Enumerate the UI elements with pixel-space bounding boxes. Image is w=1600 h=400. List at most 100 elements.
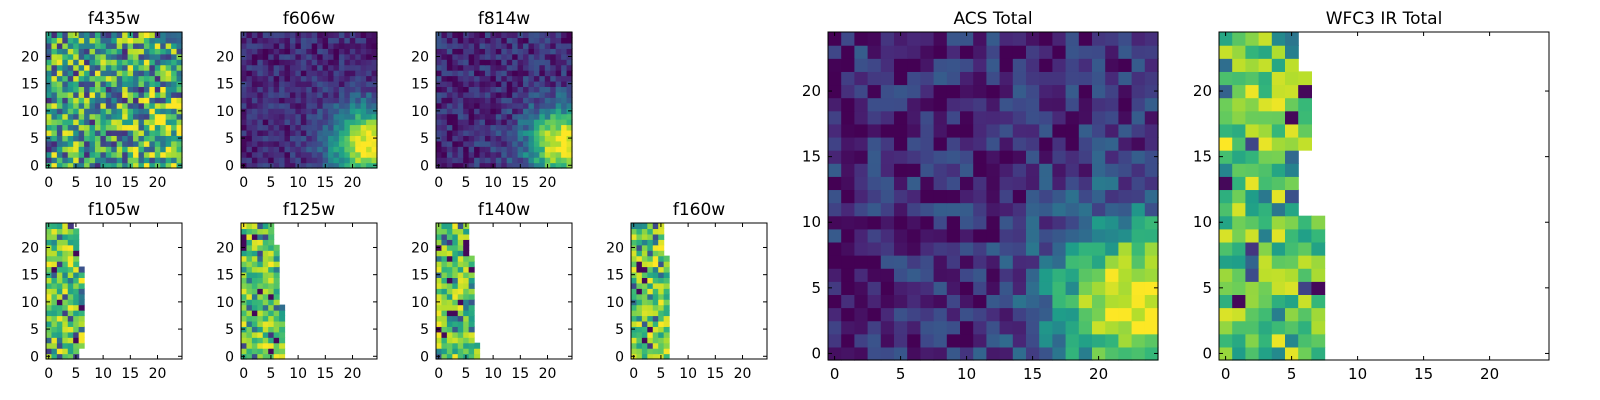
heatmap-cell (143, 135, 150, 142)
heatmap-cell (149, 42, 156, 49)
heatmap-cell (463, 151, 470, 158)
heatmap-cell (279, 124, 286, 131)
heatmap-cell (457, 299, 464, 306)
heatmap-cell (495, 37, 502, 44)
heatmap-cell (523, 113, 530, 120)
heatmap-cell (295, 42, 302, 49)
heatmap-cell (501, 151, 508, 158)
heatmap-cell (1012, 307, 1027, 322)
heatmap-cell (647, 250, 654, 257)
heatmap-cell (268, 97, 275, 104)
heatmap-cell (78, 299, 85, 306)
heatmap-cell (566, 42, 573, 49)
heatmap-cell (636, 288, 643, 295)
heatmap-cell (501, 91, 508, 98)
heatmap-cell (986, 45, 1001, 59)
heatmap-cell (268, 228, 275, 235)
heatmap-cell (946, 110, 961, 125)
heatmap-cell (51, 97, 58, 104)
heatmap-cell (1232, 32, 1246, 46)
heatmap-cell (251, 299, 258, 306)
heatmap-cell (279, 113, 286, 120)
heatmap-cell (78, 80, 85, 87)
heatmap-cell (512, 59, 519, 66)
heatmap-cell (1311, 255, 1326, 269)
heatmap-cell (636, 348, 643, 355)
heatmap-cell (328, 80, 335, 87)
heatmap-cell (349, 129, 356, 136)
heatmap-cell (127, 70, 134, 77)
heatmap-cell (62, 124, 69, 131)
heatmap-cell (506, 59, 513, 66)
heatmap-cell (51, 129, 58, 136)
heatmap-cell (641, 228, 648, 235)
heatmap-cell (344, 48, 351, 55)
heatmap-cell (284, 135, 291, 142)
heatmap-cell (647, 342, 654, 349)
heatmap-cell (663, 320, 670, 327)
heatmap-cell (165, 80, 172, 87)
heatmap-cell (854, 228, 869, 243)
heatmap-cell (523, 146, 530, 153)
heatmap-cell (1105, 176, 1119, 191)
heatmap-cell (154, 102, 161, 109)
heatmap-cell (46, 342, 53, 349)
heatmap-cell (441, 102, 448, 109)
heatmap-cell (539, 59, 546, 66)
heatmap-cell (663, 315, 670, 322)
heatmap-cell (73, 157, 80, 164)
heatmap-cell (105, 151, 112, 158)
heatmap-cell (84, 129, 91, 136)
heatmap-cell (1144, 320, 1159, 335)
heatmap-cell (544, 135, 551, 142)
heatmap-cell (94, 86, 101, 93)
heatmap-cell (111, 162, 118, 169)
heatmap-cell (1012, 163, 1027, 177)
heatmap-cell (946, 123, 961, 138)
heatmap-cell (160, 113, 167, 120)
heatmap-cell (841, 163, 855, 177)
heatmap-cell (828, 241, 842, 256)
heatmap-cell (468, 310, 475, 317)
heatmap-cell (1118, 228, 1133, 243)
heatmap-cell (67, 48, 74, 55)
heatmap-cell (561, 135, 568, 142)
heatmap-cell (51, 348, 58, 355)
heatmap-cell (457, 304, 464, 311)
heatmap-cell (528, 140, 535, 147)
heatmap-cell (67, 348, 74, 355)
heatmap-cell (441, 91, 448, 98)
heatmap-cell (73, 59, 80, 66)
heatmap-cell (171, 119, 178, 126)
heatmap-cell (561, 140, 568, 147)
heatmap-cell (116, 86, 123, 93)
heatmap-cell (46, 91, 53, 98)
heatmap-cell (1298, 281, 1312, 295)
heatmap-cell (533, 146, 540, 153)
heatmap-cell (366, 64, 373, 71)
heatmap-cell (1052, 202, 1067, 217)
heatmap-cell (647, 266, 654, 273)
heatmap-cell (284, 113, 291, 120)
heatmap-cell (474, 70, 481, 77)
heatmap-cell (907, 281, 921, 295)
heatmap-cell (880, 84, 895, 99)
heatmap-cell (154, 97, 161, 104)
heatmap-cell (241, 124, 248, 131)
heatmap-cell (105, 113, 112, 120)
heatmap-cell (268, 244, 275, 251)
heatmap-cell (246, 277, 253, 284)
heatmap-cell (246, 140, 253, 147)
heatmap-cell (116, 151, 123, 158)
heatmap-cell (311, 80, 318, 87)
heatmap-cell (946, 176, 961, 191)
heatmap-cell (273, 293, 280, 300)
heatmap-cell (322, 108, 329, 115)
x-tick-label: 0 (239, 366, 248, 382)
heatmap-cell (1012, 176, 1027, 191)
heatmap-cell (1219, 333, 1233, 348)
heatmap-cell (268, 59, 275, 66)
heatmap-cell (920, 281, 935, 295)
heatmap-cell (51, 86, 58, 93)
heatmap-cell (479, 157, 486, 164)
